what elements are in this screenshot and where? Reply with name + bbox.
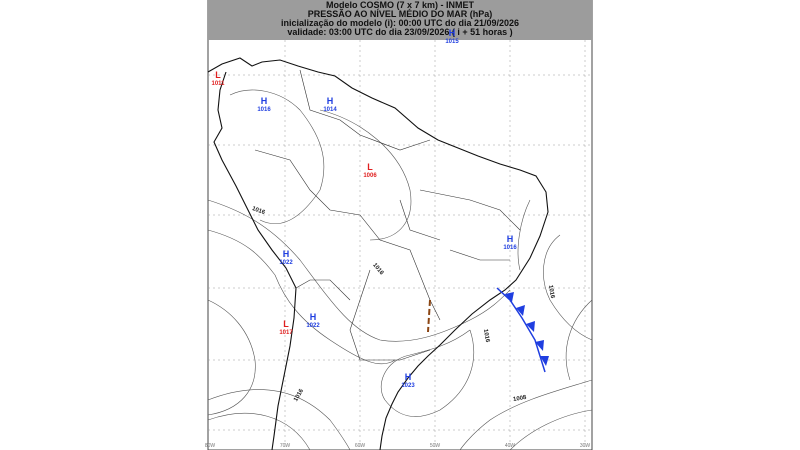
header-line: Modelo COSMO (7 x 7 km) - INMET (326, 0, 475, 10)
center-value: 1015 (445, 39, 459, 45)
center-type: L (367, 162, 373, 172)
center-value: 1023 (401, 383, 415, 389)
center-type: H (405, 372, 412, 382)
longitude-label: 40W (505, 443, 516, 449)
isobar-label: 1008 (513, 395, 528, 403)
center-value: 1022 (306, 323, 320, 329)
header-line: inicialização do modelo (i): 00:00 UTC d… (281, 18, 519, 28)
labels: L1011H1016H1014L1006H1015H1016H1022H1022… (205, 28, 591, 449)
header-line: PRESSÃO AO NÍVEL MÉDIO DO MAR (hPa) (308, 9, 493, 19)
center-type: H (310, 312, 317, 322)
center-type: H (283, 249, 290, 259)
center-value: 1011 (211, 81, 225, 87)
isobars (207, 89, 593, 450)
longitude-label: 70W (280, 443, 291, 449)
graticule (208, 40, 592, 450)
isobar-label: 1016 (482, 329, 490, 344)
center-value: 1016 (503, 245, 517, 251)
longitude-label: 80W (205, 443, 216, 449)
center-type: H (327, 96, 334, 106)
cold-front (496, 287, 549, 373)
center-value: 1022 (279, 260, 293, 266)
center-type: L (283, 319, 289, 329)
map-frame (207, 0, 593, 450)
coastline (207, 57, 549, 450)
longitude-label: 60W (355, 443, 366, 449)
center-type: H (449, 28, 456, 38)
center-type: L (215, 70, 221, 80)
center-value: 1017 (279, 330, 293, 336)
center-type: H (261, 96, 268, 106)
header-band (208, 0, 592, 40)
longitude-label: 30W (580, 443, 591, 449)
center-value: 1014 (323, 107, 337, 113)
center-value: 1016 (257, 107, 271, 113)
isobar-label: 1016 (547, 285, 555, 300)
trough (427, 299, 431, 333)
isobar-label: 1016 (251, 206, 266, 216)
center-value: 1006 (363, 173, 377, 179)
header-line: validade: 03:00 UTC do dia 23/09/2026 ( … (287, 27, 512, 37)
center-type: H (507, 234, 514, 244)
borders (254, 69, 521, 361)
longitude-label: 50W (430, 443, 441, 449)
